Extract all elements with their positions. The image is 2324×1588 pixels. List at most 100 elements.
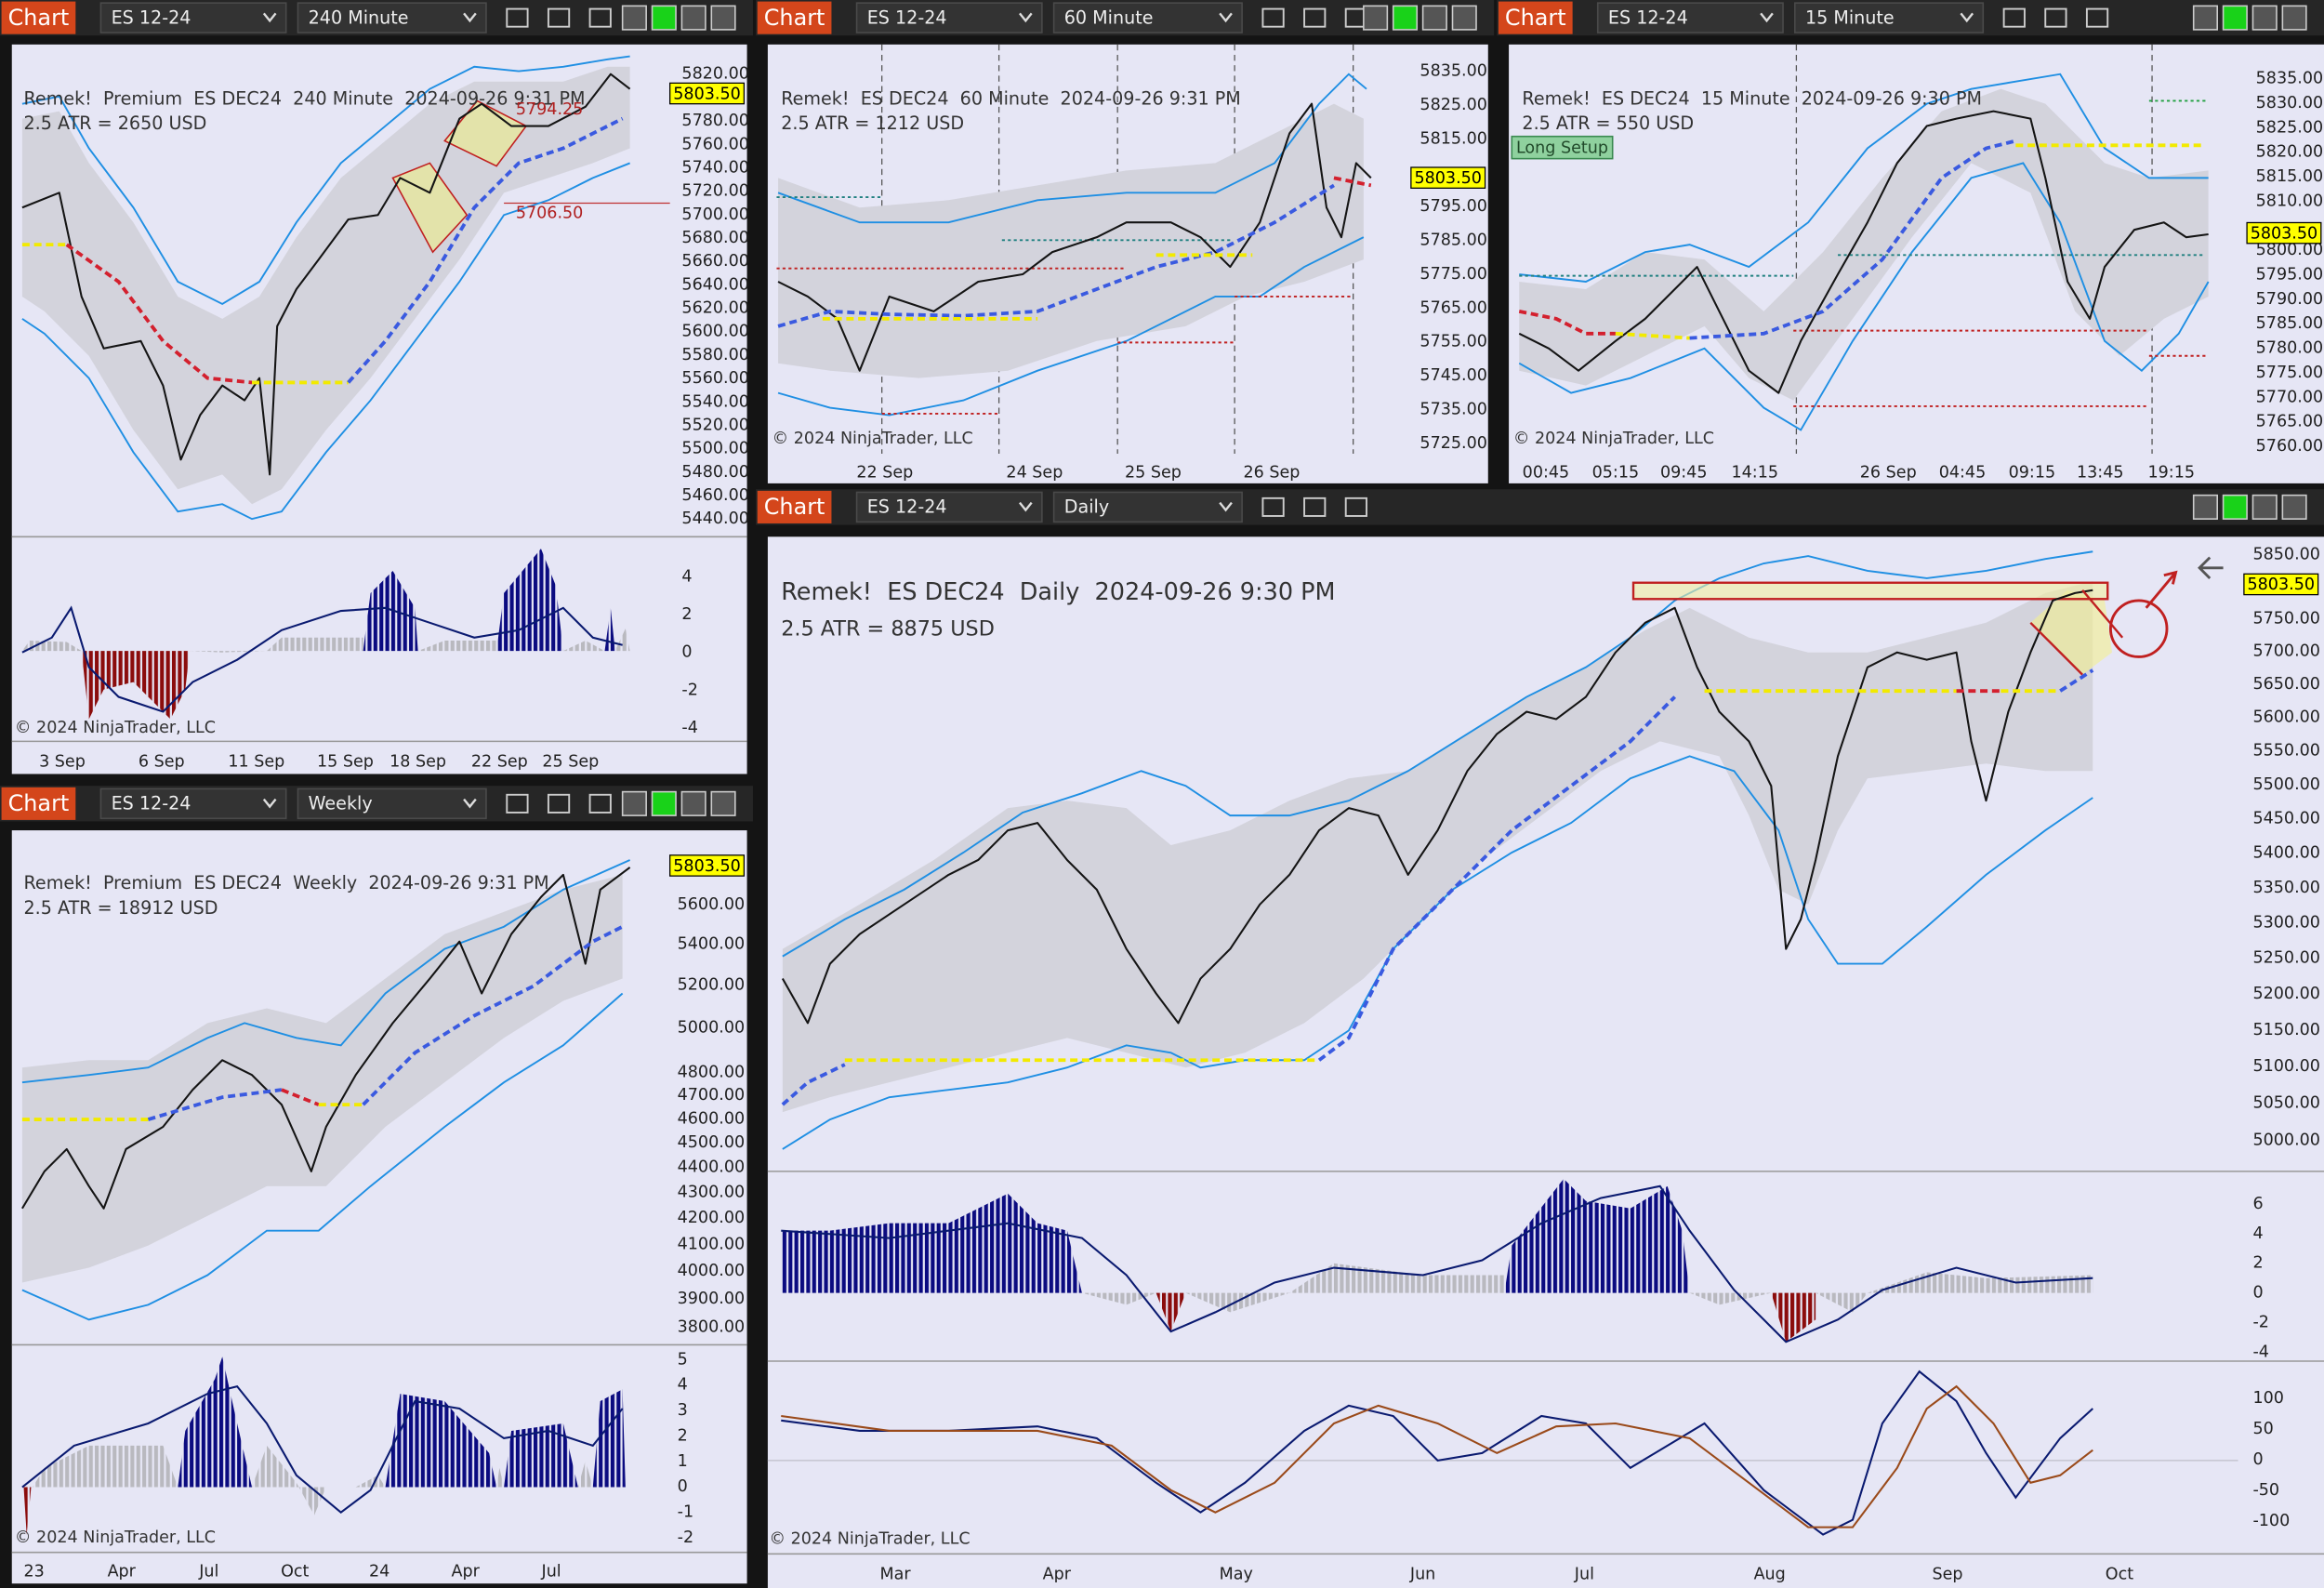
- chart-tab-label[interactable]: Chart: [764, 494, 825, 520]
- trend-line: [65, 243, 253, 385]
- tool-icon[interactable]: [506, 7, 529, 28]
- window-button[interactable]: [1392, 5, 1419, 31]
- instrument-label[interactable]: ES 12-24: [112, 7, 191, 28]
- window-button[interactable]: [2281, 5, 2307, 31]
- window-button[interactable]: [2192, 494, 2219, 520]
- interval-label[interactable]: 240 Minute: [309, 7, 409, 28]
- time-tick-label: Jul: [1574, 1566, 1594, 1584]
- trend-line: [362, 925, 624, 1106]
- instrument-dropdown[interactable]: [99, 2, 287, 33]
- tool-icon[interactable]: [1344, 496, 1367, 517]
- chart-header: Remek! ES DEC24 Daily 2024-09-26 9:30 PM: [781, 578, 1335, 606]
- interval-label[interactable]: Weekly: [309, 793, 373, 814]
- chart-tab[interactable]: [757, 490, 832, 523]
- price-line: [777, 102, 1372, 372]
- dropdown-chevron[interactable]: [1019, 12, 1033, 23]
- window-button[interactable]: [651, 5, 677, 31]
- tool-icon[interactable]: [1261, 7, 1285, 28]
- interval-label[interactable]: 60 Minute: [1064, 7, 1154, 28]
- dropdown-chevron[interactable]: [1760, 12, 1774, 23]
- window-button[interactable]: [2281, 494, 2307, 520]
- chart-tab-label[interactable]: Chart: [764, 5, 825, 31]
- instrument-dropdown[interactable]: [1596, 2, 1784, 33]
- window-button[interactable]: [710, 790, 736, 816]
- instrument-label[interactable]: ES 12-24: [867, 7, 947, 28]
- price-tick-label: 5760.00: [681, 135, 748, 153]
- histogram: [1081, 1263, 2093, 1313]
- chart-tab[interactable]: [1, 787, 76, 820]
- dropdown-chevron[interactable]: [463, 798, 477, 809]
- window-button[interactable]: [2222, 5, 2248, 31]
- chart-tab-label[interactable]: Chart: [8, 5, 70, 31]
- dropdown-chevron[interactable]: [1019, 501, 1033, 512]
- price-tick-label: 5700.00: [2252, 642, 2319, 661]
- tool-icon[interactable]: [588, 793, 612, 814]
- instrument-label[interactable]: ES 12-24: [112, 793, 191, 814]
- tool-icon[interactable]: [1303, 7, 1327, 28]
- instrument-dropdown[interactable]: [855, 491, 1043, 523]
- instrument-label[interactable]: ES 12-24: [1608, 7, 1688, 28]
- tool-icon[interactable]: [1303, 496, 1327, 517]
- price-tick-label: 5785.00: [2256, 314, 2323, 333]
- tool-icon[interactable]: [2002, 7, 2026, 28]
- price-tick-label: 5785.00: [1419, 231, 1486, 249]
- interval-dropdown[interactable]: [1052, 2, 1243, 33]
- dropdown-chevron[interactable]: [1219, 501, 1233, 512]
- chart-tab[interactable]: [1, 1, 76, 34]
- tool-icon[interactable]: [547, 793, 571, 814]
- price-tick-label: 5820.00: [2256, 143, 2323, 162]
- dropdown-chevron[interactable]: [262, 12, 277, 23]
- window-button[interactable]: [2251, 494, 2278, 520]
- back-arrow-icon[interactable]: [2198, 556, 2224, 579]
- price-tick-label: 5825.00: [1419, 96, 1486, 114]
- dropdown-chevron[interactable]: [1960, 12, 1974, 23]
- chart-tab-label[interactable]: Chart: [8, 790, 70, 816]
- atr-band: [778, 103, 1364, 378]
- interval-label[interactable]: 15 Minute: [1805, 7, 1895, 28]
- window-button[interactable]: [2222, 494, 2248, 520]
- trend-line: [781, 1063, 846, 1106]
- time-tick-label: 25 Sep: [1125, 464, 1182, 483]
- price-tick-label: 4600.00: [678, 1109, 745, 1128]
- window-button[interactable]: [651, 790, 677, 816]
- indicator-tick-label: 4: [681, 567, 692, 586]
- band-line: [21, 162, 630, 521]
- interval-label[interactable]: Daily: [1064, 496, 1109, 518]
- tool-icon[interactable]: [506, 793, 529, 814]
- window-button[interactable]: [710, 5, 736, 31]
- tool-icon[interactable]: [1261, 496, 1285, 517]
- price-tick-label: 5780.00: [681, 112, 748, 130]
- window-button[interactable]: [680, 790, 706, 816]
- instrument-dropdown[interactable]: [99, 787, 287, 820]
- window-button[interactable]: [1421, 5, 1447, 31]
- window-button[interactable]: [1451, 5, 1477, 31]
- chart-window-weekly: [11, 830, 747, 1584]
- interval-dropdown[interactable]: [297, 2, 487, 33]
- price-tick-label: 5815.00: [2256, 167, 2323, 186]
- tool-icon[interactable]: [547, 7, 571, 28]
- window-button[interactable]: [621, 5, 647, 31]
- tool-icon[interactable]: [2085, 7, 2109, 28]
- window-button[interactable]: [2192, 5, 2219, 31]
- interval-dropdown[interactable]: [297, 787, 487, 820]
- annotation-circle: [2108, 599, 2169, 658]
- chart-tab[interactable]: [1498, 1, 1573, 34]
- instrument-label[interactable]: ES 12-24: [867, 496, 947, 518]
- chart-tab-label[interactable]: Chart: [1505, 5, 1566, 31]
- interval-dropdown[interactable]: [1794, 2, 1985, 33]
- dropdown-chevron[interactable]: [262, 798, 277, 809]
- instrument-dropdown[interactable]: [855, 2, 1043, 33]
- price-marker-label: 5803.50: [2248, 576, 2315, 594]
- tool-icon[interactable]: [588, 7, 612, 28]
- window-button[interactable]: [680, 5, 706, 31]
- window-button[interactable]: [1363, 5, 1389, 31]
- tool-icon[interactable]: [2044, 7, 2067, 28]
- dropdown-chevron[interactable]: [463, 12, 477, 23]
- window-button[interactable]: [2251, 5, 2278, 31]
- window-button[interactable]: [621, 790, 647, 816]
- time-tick-label: 24 Sep: [1006, 464, 1063, 483]
- chart-tab[interactable]: [757, 1, 832, 34]
- dropdown-chevron[interactable]: [1219, 12, 1233, 23]
- interval-dropdown[interactable]: [1052, 491, 1243, 523]
